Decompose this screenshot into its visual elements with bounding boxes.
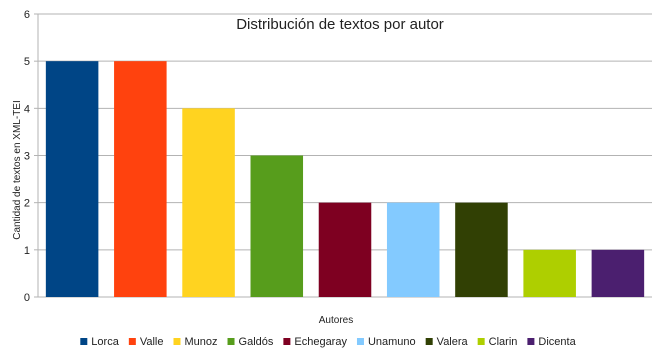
chart-title: Distribución de textos por autor — [236, 16, 444, 33]
bars — [45, 61, 645, 297]
y-tick-label: 2 — [24, 198, 30, 210]
bar-clarin — [523, 249, 576, 297]
legend: Lorca Valle Munoz Galdós Echegaray Unamuno Val… — [80, 336, 577, 348]
legend-swatch — [425, 338, 433, 345]
y-tick-label: 5 — [24, 56, 30, 68]
legend-swatch — [283, 338, 291, 345]
bar-lorca — [45, 61, 99, 297]
legend-label: Dicenta — [538, 336, 576, 348]
legend-label: Valera — [437, 336, 469, 348]
legend-label: Galdós — [239, 336, 274, 348]
legend-swatch — [356, 338, 364, 345]
y-tick-label: 3 — [24, 151, 30, 163]
legend-swatch — [477, 338, 485, 345]
y-tick-label: 6 — [24, 9, 30, 21]
bar-unamuno — [386, 202, 440, 297]
y-axis-title: Cantidad de textos en XML-TEI — [12, 100, 23, 240]
y-tick-label: 0 — [24, 292, 30, 304]
bar-echegaray — [318, 202, 372, 297]
axes: 0 1 2 3 4 5 6 — [24, 9, 39, 304]
legend-label: Echegaray — [294, 336, 347, 348]
y-tick-label: 4 — [24, 103, 30, 115]
legend-label: Lorca — [91, 336, 119, 348]
bar-dicenta — [591, 249, 645, 297]
bar-munoz — [182, 108, 235, 297]
legend-swatch — [128, 338, 136, 345]
legend-swatch — [227, 338, 235, 345]
bar-galdós — [250, 155, 304, 297]
bar-valera — [455, 202, 508, 297]
x-axis-title: Autores — [319, 315, 353, 326]
legend-swatch — [80, 338, 88, 345]
y-tick-label: 1 — [24, 245, 30, 257]
legend-label: Valle — [140, 336, 164, 348]
legend-swatch — [527, 338, 535, 345]
legend-swatch — [173, 338, 181, 345]
legend-label: Clarin — [489, 336, 518, 348]
legend-label: Munoz — [184, 336, 217, 348]
legend-label: Unamuno — [368, 336, 416, 348]
bar-valle — [114, 61, 167, 297]
